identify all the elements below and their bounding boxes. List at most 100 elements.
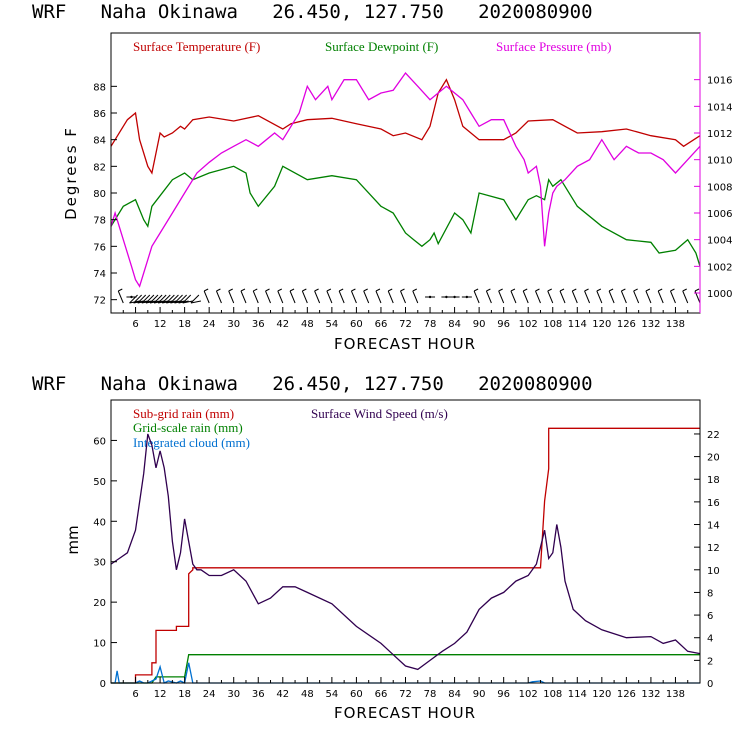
- x-tick-label: 6: [132, 319, 138, 330]
- wind-barb-shaft: [584, 290, 591, 304]
- y-tick-label: 60: [93, 436, 106, 447]
- x-tick-label: 54: [326, 319, 339, 330]
- rain-wind-panel: WRF Naha Okinawa 26.450, 127.750 2020080…: [32, 373, 720, 722]
- y-tick-label: 78: [93, 216, 106, 227]
- series-line-surface-temperature-f: [110, 78, 701, 175]
- wind-barb-shaft: [265, 290, 271, 304]
- wind-barb: [228, 288, 235, 304]
- y2-tick-label: 12: [707, 543, 720, 554]
- wind-barb-shaft: [301, 290, 308, 304]
- wind-barb: [240, 288, 247, 304]
- y2-tick-label: 4: [707, 634, 713, 645]
- y2-tick-label: 1012: [707, 129, 732, 140]
- wind-barb: [669, 288, 676, 304]
- wind-barb: [190, 294, 201, 304]
- x-tick-label: 60: [350, 319, 363, 330]
- wind-barb: [277, 288, 284, 304]
- wind-barb-flag: [314, 288, 319, 292]
- wind-barb-flag: [400, 288, 405, 292]
- y-tick-label: 0: [100, 679, 106, 690]
- y-tick-label: 30: [93, 558, 106, 569]
- wind-barb-flag: [559, 288, 565, 292]
- legend-gridscale-rain: Grid-scale rain (mm): [133, 420, 243, 435]
- x-tick-label: 12: [154, 319, 167, 330]
- wind-barb-shaft: [137, 294, 147, 304]
- wind-barb-shaft: [117, 290, 124, 304]
- x-tick-label: 54: [326, 689, 339, 700]
- x-tick-label: 120: [592, 319, 611, 330]
- x-tick-label: 108: [543, 319, 562, 330]
- wind-barb-shaft: [203, 290, 210, 304]
- wind-barb-flag: [351, 288, 356, 292]
- wind-barb-dot: [130, 295, 133, 299]
- y-tick-label: 74: [93, 269, 106, 280]
- wind-barb-flag: [596, 288, 602, 292]
- wind-barb-flag: [682, 288, 687, 292]
- x-tick-label: 72: [399, 689, 412, 700]
- wind-barb: [215, 288, 222, 304]
- temperature-panel: WRF Naha Okinawa 26.450, 127.750 2020080…: [32, 1, 732, 353]
- wind-barb-flag: [277, 288, 283, 292]
- wind-barb-shaft: [412, 290, 419, 304]
- x-tick-label: 84: [448, 319, 461, 330]
- y2-tick-label: 22: [707, 430, 720, 441]
- wind-barb: [117, 288, 124, 304]
- top-x-axis-label: FORECAST HOUR: [334, 335, 476, 353]
- x-tick-label: 120: [592, 689, 611, 700]
- top-y-axis-label: Degrees F: [62, 126, 80, 220]
- wind-barb-flag: [338, 288, 344, 292]
- wind-barb-shaft: [174, 294, 183, 304]
- wind-barb-flag: [522, 288, 528, 292]
- wind-barb: [363, 288, 370, 304]
- x-tick-label: 66: [375, 319, 388, 330]
- bottom-y-axis-label: mm: [64, 525, 82, 554]
- wind-barb-shaft: [277, 290, 284, 304]
- wind-barb-flag: [645, 288, 651, 292]
- x-tick-label: 60: [350, 689, 363, 700]
- wind-barb: [522, 288, 529, 304]
- x-tick-label: 114: [568, 319, 587, 330]
- wind-barb-shaft: [571, 290, 578, 304]
- wind-barb-shaft: [145, 294, 155, 304]
- wind-barb-flag: [694, 288, 700, 292]
- wind-barb: [301, 288, 308, 304]
- y-tick-label: 40: [93, 517, 106, 528]
- x-tick-label: 96: [497, 689, 510, 700]
- wind-barb-flag: [302, 288, 307, 292]
- x-tick-label: 132: [641, 319, 660, 330]
- wind-barb: [425, 295, 436, 299]
- wind-barb: [412, 288, 419, 304]
- wind-barb-flag: [228, 288, 233, 292]
- wind-barb-dot: [465, 295, 469, 299]
- wind-barb: [449, 295, 460, 299]
- y2-tick-label: 18: [707, 475, 720, 486]
- wind-barb-flag: [584, 288, 589, 292]
- wind-barb-shaft: [596, 290, 603, 304]
- wind-barb-flag: [608, 288, 614, 292]
- x-tick-label: 90: [473, 689, 486, 700]
- wind-barb-shaft: [182, 294, 192, 304]
- wind-barb-flag: [633, 288, 638, 292]
- wind-barb-flag: [621, 288, 626, 292]
- wind-barb-shaft: [141, 294, 151, 304]
- wind-barb-flag: [510, 288, 516, 292]
- x-tick-label: 36: [252, 319, 265, 330]
- wind-barb-flag: [289, 288, 295, 292]
- x-tick-label: 114: [568, 689, 587, 700]
- wind-barb-shaft: [657, 290, 664, 304]
- wind-barb: [682, 288, 689, 304]
- series-line-surface-pressure-mb: [110, 71, 701, 288]
- x-tick-label: 102: [519, 689, 538, 700]
- bottom-x-ticks: 6 12 18 24 30 36 42 48 54 60 66 72 78 84 90 96 102 108 114…: [122, 677, 689, 700]
- wind-barb-shaft: [645, 290, 652, 304]
- y-tick-label: 76: [93, 242, 106, 253]
- wind-barb-flag: [375, 288, 381, 292]
- wind-barb-flag: [657, 288, 663, 292]
- series-line-sub-grid-rain-mm: [111, 427, 700, 684]
- wind-barb: [510, 288, 517, 304]
- wind-barb-shaft: [338, 290, 345, 304]
- wind-barb-shaft: [157, 294, 167, 304]
- wind-barb: [375, 288, 382, 304]
- x-tick-label: 18: [178, 689, 191, 700]
- x-tick-label: 30: [227, 319, 240, 330]
